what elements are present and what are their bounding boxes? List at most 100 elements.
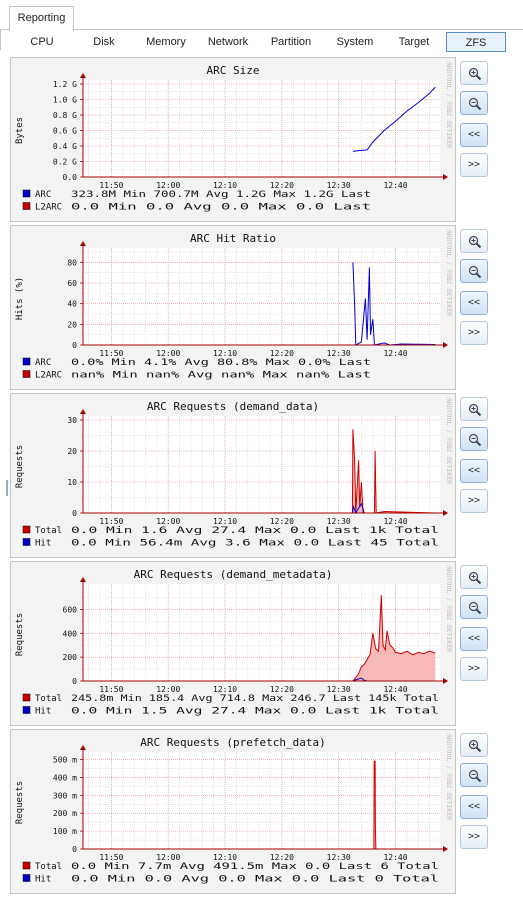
x-tick-label: 12:20: [270, 685, 294, 694]
subtab-network[interactable]: Network: [207, 36, 249, 48]
legend-stats: 0.0 Min 0.0 Avg 0.0 Max 0.0 Last: [71, 203, 371, 213]
y-axis-label: Hits (%): [15, 277, 25, 320]
y-tick-label: 60: [67, 279, 77, 288]
next-button[interactable]: >>: [460, 657, 488, 681]
legend-name: Hit: [35, 539, 51, 549]
legend-stats: 0.0 Min 1.5 Avg 27.4 Max 0.0 Last 1k Tot…: [71, 707, 439, 717]
graph-arc-size: ARC Size RRDTOOL / TOBI OETIKER Bytes 11:50…: [10, 57, 456, 222]
x-tick-label: 12:40: [383, 517, 407, 526]
legend-name: ARC: [35, 358, 51, 368]
y-tick-label: 40: [67, 300, 77, 309]
graph-canvas: ARC Requests (demand_data) RRDTOOL / TOBI…: [11, 394, 455, 557]
prev-button[interactable]: <<: [460, 123, 488, 147]
zoom-in-button[interactable]: [460, 397, 488, 421]
graph-title: ARC Requests (demand_data): [147, 400, 319, 413]
y-axis-label: Requests: [15, 445, 25, 488]
next-button[interactable]: >>: [460, 153, 488, 177]
graph-arc-requests-demand-data: ARC Requests (demand_data) RRDTOOL / TOBI…: [10, 393, 456, 558]
prev-button[interactable]: <<: [460, 291, 488, 315]
zoom-out-button[interactable]: [460, 763, 488, 787]
subtab-zfs[interactable]: ZFS: [446, 32, 506, 52]
y-tick-label: 1.0 G: [53, 96, 77, 105]
legend-swatch: [22, 693, 31, 702]
frame-border: [0, 30, 1, 50]
magnifier-minus-icon: [468, 769, 482, 783]
rrdtool-watermark: RRDTOOL / TOBI OETIKER: [445, 566, 453, 652]
x-tick-label: 12:00: [156, 349, 180, 358]
graph-title: ARC Hit Ratio: [190, 232, 276, 245]
zoom-in-button[interactable]: [460, 733, 488, 757]
x-tick-label: 12:30: [327, 853, 351, 862]
x-tick-label: 12:00: [156, 517, 180, 526]
x-tick-label: 12:40: [383, 685, 407, 694]
y-axis-label: Requests: [15, 613, 25, 656]
x-tick-label: 11:50: [99, 685, 123, 694]
x-tick-label: 12:20: [270, 517, 294, 526]
next-button[interactable]: >>: [460, 321, 488, 345]
legend-stats: 323.8M Min 700.7M Avg 1.2G Max 1.2G Last: [71, 190, 371, 200]
series-line-arc: [352, 86, 436, 152]
legend-name: L2ARC: [35, 203, 62, 213]
zoom-out-button[interactable]: [460, 595, 488, 619]
graph-canvas: ARC Requests (prefetch_data) RRDTOOL / TO…: [11, 730, 455, 893]
y-tick-label: 0.2 G: [53, 158, 77, 167]
y-tick-label: 400 m: [53, 773, 77, 782]
legend-stats: 0.0 Min 0.0 Avg 0.0 Max 0.0 Last 0 Total: [71, 875, 439, 885]
zoom-in-button[interactable]: [460, 229, 488, 253]
y-tick-label: 100 m: [53, 827, 77, 836]
resize-handle[interactable]: [6, 480, 8, 496]
subtab-partition[interactable]: Partition: [270, 36, 312, 48]
legend-stats: 245.8m Min 185.4 Avg 714.8 Max 246.7 Las…: [71, 694, 439, 704]
graph-canvas: ARC Size RRDTOOL / TOBI OETIKER Bytes 11:50…: [11, 58, 455, 221]
subtab-memory[interactable]: Memory: [146, 36, 186, 48]
legend-swatch: [22, 202, 31, 210]
graph-title: ARC Requests (demand_metadata): [134, 568, 333, 581]
magnifier-minus-icon: [468, 97, 482, 111]
subtab-disk[interactable]: Disk: [93, 36, 115, 48]
zoom-in-button[interactable]: [460, 61, 488, 85]
graph-title: ARC Requests (prefetch_data): [140, 736, 325, 749]
graph-arc-hit-ratio: ARC Hit Ratio RRDTOOL / TOBI OETIKER Hits …: [10, 225, 456, 390]
x-tick-label: 12:40: [383, 349, 407, 358]
zoom-out-button[interactable]: [460, 91, 488, 115]
prev-button[interactable]: <<: [460, 627, 488, 651]
graph-title: ARC Size: [207, 64, 260, 77]
legend-stats: 0.0 Min 1.6 Avg 27.4 Max 0.0 Last 1k Tot…: [71, 526, 439, 536]
y-tick-label: 0: [72, 341, 77, 350]
x-tick-label: 12:00: [156, 685, 180, 694]
y-axis-label: Requests: [15, 781, 25, 824]
prev-button[interactable]: <<: [460, 795, 488, 819]
subtab-cpu[interactable]: CPU: [30, 36, 54, 48]
subtab-system[interactable]: System: [336, 36, 374, 48]
x-tick-label: 12:20: [270, 853, 294, 862]
magnifier-plus-icon: [468, 739, 482, 753]
next-button[interactable]: >>: [460, 825, 488, 849]
x-tick-label: 12:30: [327, 685, 351, 694]
prev-button[interactable]: <<: [460, 459, 488, 483]
legend-swatch: [22, 538, 31, 546]
x-tick-label: 11:50: [99, 517, 123, 526]
legend-swatch: [22, 357, 31, 366]
next-button[interactable]: >>: [460, 489, 488, 513]
graph-arc-requests-prefetch-data: ARC Requests (prefetch_data) RRDTOOL / TO…: [10, 729, 456, 894]
legend-swatch: [22, 370, 31, 378]
zoom-out-button[interactable]: [460, 427, 488, 451]
y-tick-label: 200: [63, 653, 78, 662]
magnifier-plus-icon: [468, 571, 482, 585]
subtab-target[interactable]: Target: [398, 36, 430, 48]
subtab-bar: CPU Disk Memory Network Partition System Targe…: [10, 30, 523, 54]
y-tick-label: 0.4 G: [53, 142, 77, 151]
y-tick-label: 400: [63, 629, 78, 638]
x-tick-label: 12:10: [213, 349, 237, 358]
tab-reporting[interactable]: Reporting: [9, 6, 74, 31]
magnifier-minus-icon: [468, 601, 482, 615]
y-tick-label: 30: [67, 416, 77, 425]
y-tick-label: 500 m: [53, 756, 77, 765]
graph-canvas: ARC Hit Ratio RRDTOOL / TOBI OETIKER Hits …: [11, 226, 455, 389]
rrdtool-watermark: RRDTOOL / TOBI OETIKER: [445, 230, 453, 316]
zoom-in-button[interactable]: [460, 565, 488, 589]
legend-stats: 0.0 Min 7.7m Avg 491.5m Max 0.0 Last 6 T…: [71, 862, 439, 872]
y-tick-label: 80: [67, 258, 77, 267]
x-tick-label: 11:50: [99, 181, 123, 190]
zoom-out-button[interactable]: [460, 259, 488, 283]
